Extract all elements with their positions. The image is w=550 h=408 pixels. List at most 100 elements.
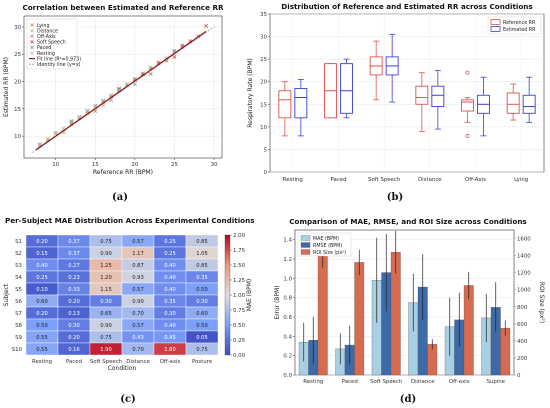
- cell-value: 0.25: [164, 251, 176, 257]
- row-label: S1: [15, 239, 22, 245]
- cell-value: 0.13: [68, 311, 80, 317]
- cell-value: 0.70: [132, 347, 144, 353]
- legend-marker: [30, 40, 34, 44]
- legend-label: MAE (BPM): [313, 236, 339, 242]
- x-tick-label: Resting: [283, 177, 303, 183]
- legend-marker: [30, 23, 34, 27]
- legend-box: [26, 18, 78, 70]
- y-tick-label: 1.4: [283, 238, 292, 244]
- cell-value: 1.17: [132, 251, 144, 257]
- cell-value: 0.33: [68, 287, 80, 293]
- box-element: [431, 70, 445, 130]
- column-label: Posture: [192, 359, 213, 365]
- colorbar-tick-label: 0.25: [233, 338, 245, 344]
- legend-box: [297, 232, 352, 257]
- cell-value: 0.75: [100, 335, 112, 341]
- cell-value: 0.75: [100, 239, 112, 245]
- outlier-point: [465, 70, 470, 75]
- box: [294, 88, 308, 119]
- cell-value: 0.55: [36, 335, 48, 341]
- cell-value: 0.85: [196, 263, 208, 269]
- data-point: [37, 142, 42, 147]
- chart-title: Correlation between Estimated and Refere…: [22, 3, 224, 12]
- cell-value: 0.23: [68, 275, 80, 281]
- chart-title: Per-Subject MAE Distribution Across Expe…: [5, 216, 255, 225]
- x-tick-label: Paced: [330, 177, 346, 183]
- y-tick-label: 10: [260, 125, 267, 131]
- y-axis-label: Subject: [3, 283, 10, 306]
- colorbar-tick-label: 0.00: [233, 353, 246, 359]
- cell-value: 0.50: [36, 323, 48, 329]
- cell-value: 0.90: [132, 299, 144, 305]
- y-tick-label: 0.6: [283, 315, 292, 321]
- y-tick-label: 30: [14, 25, 21, 31]
- x-tick-label: Soft Speech: [368, 177, 400, 183]
- legend-marker: [30, 51, 34, 55]
- row-label: S6: [15, 299, 22, 305]
- cell-value: 0.57: [132, 239, 144, 245]
- legend-marker: [490, 19, 501, 25]
- row-label: S4: [15, 275, 22, 281]
- legend-marker: [300, 242, 311, 248]
- cell-value: 0.45: [164, 335, 176, 341]
- cell-value: 0.60: [36, 299, 48, 305]
- y-tick-label: 1.2: [283, 257, 292, 263]
- legend-marker: [30, 34, 34, 38]
- cell-value: 1.25: [100, 263, 112, 269]
- y-right-tick-label: 1600: [517, 237, 531, 243]
- cell-value: 0.05: [196, 335, 208, 341]
- cell-value: 0.37: [68, 239, 80, 245]
- column-label: Soft Speech: [90, 359, 122, 365]
- x-tick-label: Lying: [514, 177, 528, 183]
- y-tick-label: 5: [264, 147, 267, 153]
- x-tick-label: Supine: [487, 379, 506, 385]
- cell-value: 0.10: [36, 287, 48, 293]
- box-element: [522, 76, 536, 123]
- cell-value: 0.30: [68, 323, 80, 329]
- cell-value: 0.40: [36, 263, 48, 269]
- box: [278, 90, 292, 119]
- legend-label: Resting: [37, 51, 55, 57]
- y-tick-label: 0.4: [283, 334, 292, 340]
- data-point: [132, 82, 137, 87]
- y-tick-label: 0.8: [283, 296, 292, 302]
- legend: MAE (BPM)RMSE (BPM)ROI Size (px²): [297, 232, 352, 257]
- cell-value: 0.35: [164, 299, 176, 305]
- x-tick-label: Distance: [418, 177, 442, 183]
- data-point: [45, 136, 50, 141]
- colorbar-tick-label: 2.00: [233, 233, 246, 239]
- boxplot-panel: Distribution of Reference and Estimated …: [240, 0, 550, 208]
- box-element: [278, 81, 292, 137]
- cell-value: 0.55: [36, 347, 48, 353]
- y-right-tick-label: 800: [517, 305, 528, 311]
- row-label: S5: [15, 287, 22, 293]
- cell-value: 0.35: [196, 275, 208, 281]
- scatter-panel: Correlation between Estimated and Refere…: [0, 0, 240, 208]
- data-point: [85, 108, 90, 113]
- legend-label: Fit line (R²=0.973): [37, 56, 81, 62]
- box-element: [385, 33, 399, 103]
- cell-value: 1.20: [100, 275, 112, 281]
- y-axis-label: Error (BPM): [274, 285, 281, 319]
- legend-marker: [30, 28, 34, 33]
- boxplot-chart: Distribution of Reference and Estimated …: [247, 2, 545, 203]
- cell-value: 0.85: [196, 239, 208, 245]
- cell-value: 1.05: [196, 251, 208, 257]
- x-axis-label: Reference RR (BPM): [93, 169, 153, 176]
- legend-label: RMSE (BPM): [313, 243, 342, 249]
- outlier-point: [465, 133, 470, 138]
- cell-value: 0.15: [36, 251, 48, 257]
- y-right-tick-label: 0: [517, 373, 521, 379]
- x-tick-label: 20: [131, 162, 138, 168]
- legend-label: Lying: [37, 23, 50, 29]
- x-tick-label: 15: [92, 162, 99, 168]
- y-right-tick-label: 400: [517, 339, 528, 345]
- x-tick-label: Soft Speech: [370, 379, 402, 385]
- row-label: S7: [15, 311, 22, 317]
- cell-value: 0.40: [164, 275, 176, 281]
- bar: [317, 252, 328, 376]
- heatmap-cell: [185, 342, 219, 356]
- cell-value: 1.15: [100, 287, 112, 293]
- cell-value: 0.25: [164, 239, 176, 245]
